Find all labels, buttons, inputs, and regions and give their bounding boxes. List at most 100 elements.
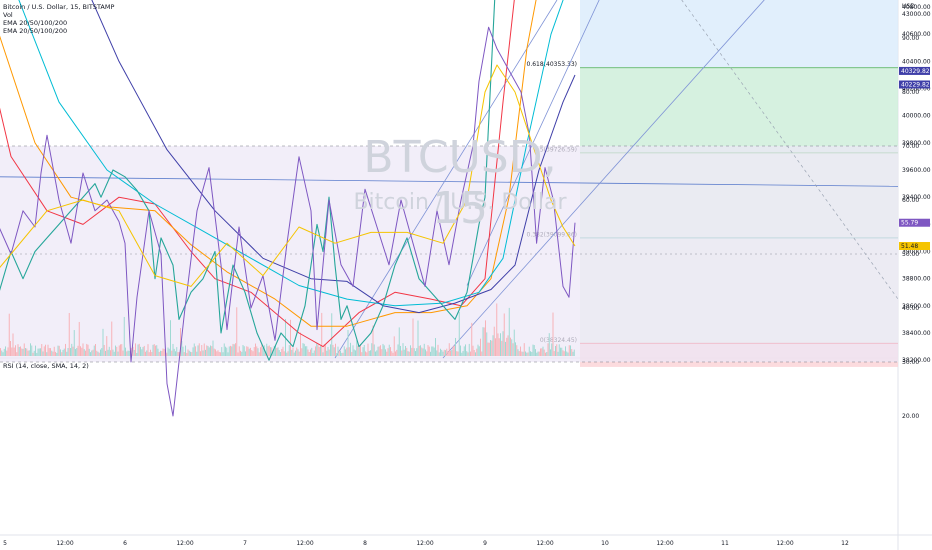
volume-bar [192, 347, 194, 356]
volume-bar [315, 346, 316, 356]
volume-bar [120, 344, 121, 356]
volume-bar [57, 345, 59, 356]
volume-bar [421, 347, 423, 356]
volume-bar [465, 344, 466, 356]
volume-bar [357, 345, 359, 356]
volume-bar [501, 340, 503, 356]
volume-bar [173, 348, 175, 356]
volume-bar [201, 345, 203, 356]
volume-bar [350, 342, 351, 356]
volume-bar [97, 351, 99, 356]
symbol-title[interactable]: Bitcoin / U.S. Dollar, 15, BITSTAMP [3, 3, 115, 11]
volume-bar [408, 351, 410, 356]
volume-bar [472, 345, 474, 356]
volume-bar [567, 352, 569, 356]
volume-bar [468, 343, 470, 356]
horizontal-trendline [0, 176, 899, 187]
volume-bar [536, 352, 538, 356]
volume-bar [31, 345, 33, 356]
rsi-axis-label: 90.00 [902, 35, 919, 42]
volume-bar [490, 340, 491, 356]
volume-bar [562, 350, 564, 356]
volume-bar [303, 343, 305, 356]
volume-bar [286, 352, 288, 356]
rsi-legend[interactable]: RSI (14, close, SMA, 14, 2) [3, 362, 89, 370]
ema-legend-2[interactable]: EMA 20/50/100/200 [3, 27, 68, 35]
volume-bar [56, 352, 58, 356]
volume-bar [6, 350, 8, 356]
volume-bar [353, 349, 355, 356]
volume-bar [383, 345, 385, 356]
volume-bar [423, 343, 425, 356]
price-axis-label: 38400.00 [902, 330, 931, 337]
rsi-axis-label: 80.00 [902, 89, 919, 96]
rsi-axis-label: 20.00 [902, 413, 919, 420]
volume-bar [11, 347, 13, 356]
time-axis-label: 12:00 [56, 540, 73, 547]
volume-bar [402, 343, 404, 356]
volume-bar [363, 344, 365, 356]
volume-bar [526, 352, 528, 356]
volume-bar [213, 348, 215, 356]
volume-bar [548, 333, 550, 356]
volume-bar [268, 345, 270, 356]
volume-bar [513, 329, 515, 356]
volume-bar [296, 347, 298, 356]
volume-bar [242, 344, 244, 356]
volume-bar [10, 340, 11, 356]
volume-bar [487, 342, 489, 356]
volume-bar [170, 320, 171, 356]
volume-bar [510, 337, 511, 356]
volume-bar [163, 349, 165, 356]
volume-bar [68, 312, 70, 356]
volume-bar [51, 350, 53, 356]
volume-bar [355, 350, 356, 356]
volume-bar [295, 350, 296, 356]
volume-bar [328, 349, 330, 356]
volume-bar [488, 342, 490, 356]
volume-bar [143, 345, 145, 356]
volume-bar [366, 352, 368, 356]
volume-bar [358, 347, 360, 356]
volume-bar [260, 347, 261, 356]
ema-legend-1[interactable]: EMA 20/50/100/200 [3, 19, 68, 27]
volume-bar [203, 343, 205, 356]
volume-bar [466, 351, 468, 356]
volume-legend[interactable]: Vol [3, 11, 13, 19]
volume-bar [218, 351, 220, 356]
volume-bar [475, 352, 476, 356]
price-axis-label: 38600.00 [902, 303, 931, 310]
volume-bar [18, 346, 20, 356]
series-ema-50 [0, 0, 537, 327]
volume-bar [341, 352, 343, 356]
volume-bar [246, 346, 248, 356]
volume-bar [253, 347, 255, 356]
volume-bar [343, 346, 345, 356]
volume-bar [425, 349, 426, 356]
volume-bar [257, 348, 259, 356]
volume-bar [83, 349, 85, 356]
volume-bar [171, 350, 173, 356]
volume-bar [446, 348, 448, 356]
volume-bar [396, 349, 398, 356]
volume-bar [75, 349, 76, 356]
volume-bar [330, 344, 331, 356]
volume-bar [441, 349, 443, 356]
volume-bar [401, 350, 403, 356]
time-axis-label: 11 [721, 540, 729, 547]
volume-bar [301, 348, 303, 356]
volume-bar [227, 352, 229, 356]
volume-bar [545, 352, 546, 356]
time-axis-label: 5 [3, 540, 7, 547]
volume-bar [233, 344, 235, 356]
volume-bar [566, 351, 568, 356]
volume-bar [481, 351, 483, 356]
rsi-tag: 51.48 [901, 243, 918, 250]
volume-bar [538, 351, 540, 356]
price-axis-label: 40200.00 [902, 86, 931, 93]
volume-bar [241, 351, 243, 356]
volume-bar [91, 350, 93, 356]
volume-bar [126, 351, 128, 356]
volume-bar [340, 350, 341, 356]
